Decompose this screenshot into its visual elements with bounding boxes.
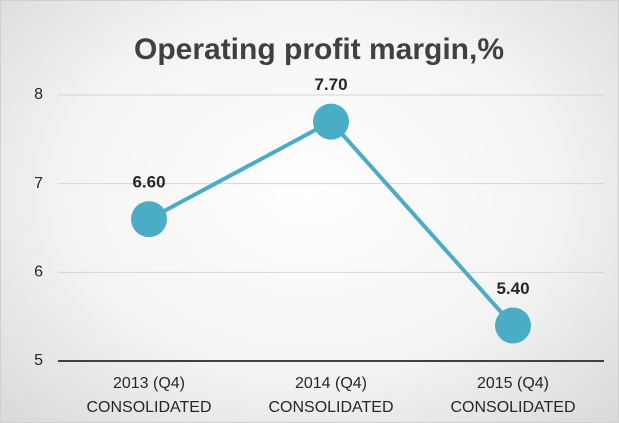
y-tick-label: 6 bbox=[34, 264, 43, 281]
line bbox=[148, 119, 515, 327]
marker bbox=[131, 201, 167, 238]
x-tick-label: 2013 (Q4) CONSOLIDATED bbox=[86, 375, 212, 416]
chart-title: Operating profit margin,% bbox=[134, 33, 504, 66]
marker bbox=[313, 103, 349, 140]
data-label: 5.40 bbox=[496, 279, 529, 298]
data-label: 6.60 bbox=[132, 173, 165, 192]
y-tick-label: 8 bbox=[34, 86, 43, 103]
marker bbox=[495, 307, 531, 344]
y-tick-label: 5 bbox=[34, 352, 43, 369]
x-tick-label: 2014 (Q4) CONSOLIDATED bbox=[268, 375, 394, 416]
data-label: 7.70 bbox=[314, 75, 347, 94]
x-tick-label: 2015 (Q4) CONSOLIDATED bbox=[450, 375, 576, 416]
y-tick-label: 7 bbox=[34, 175, 43, 192]
